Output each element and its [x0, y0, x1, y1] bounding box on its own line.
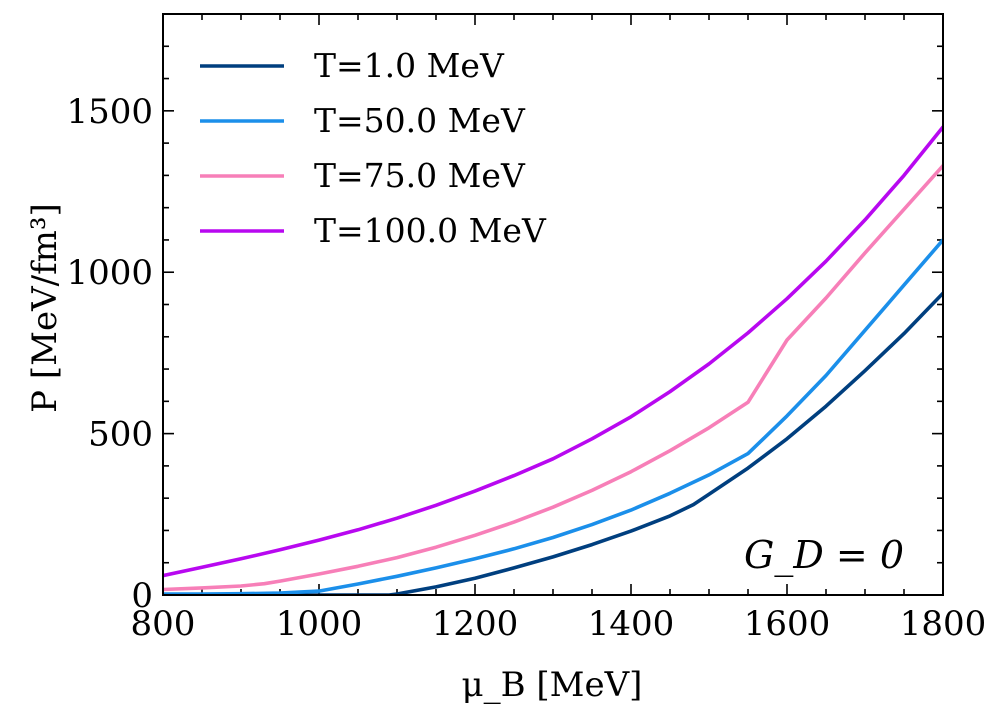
series-layer	[163, 125, 943, 595]
x-tick-label: 1200	[432, 604, 519, 644]
plot-frame	[162, 13, 944, 596]
y-tick-label: 1500	[66, 92, 153, 132]
x-tick-label: 1800	[900, 604, 987, 644]
legend-label-2: T=50.0 MeV	[314, 101, 526, 140]
x-tick-label: 1600	[744, 604, 831, 644]
series-line-4	[163, 125, 943, 578]
y-axis-label: P [MeV/fm³]	[25, 203, 65, 413]
x-tick-label: 1000	[276, 604, 363, 644]
x-axis-label: μ_B [MeV]	[462, 665, 643, 705]
x-tick-label: 800	[131, 604, 196, 644]
series-line-2	[163, 238, 943, 595]
annotation-gd: G_D = 0	[744, 533, 904, 578]
legend-label-3: T=75.0 MeV	[314, 156, 526, 195]
tick-labels: 800 1000 1200 1400 1600 1800 0 500 1000 1500	[66, 92, 986, 644]
series-line-3	[163, 163, 943, 592]
legend-label-1: T=1.0 MeV	[314, 46, 505, 85]
y-tick-label: 500	[88, 415, 153, 455]
legend-label-4: T=100.0 MeV	[314, 211, 547, 250]
y-tick-label: 0	[131, 576, 153, 616]
y-tick-label: 1000	[66, 253, 153, 293]
legend: T=1.0 MeV T=50.0 MeV T=75.0 MeV T=100.0 MeV	[200, 46, 547, 250]
x-tick-label: 1400	[588, 604, 675, 644]
